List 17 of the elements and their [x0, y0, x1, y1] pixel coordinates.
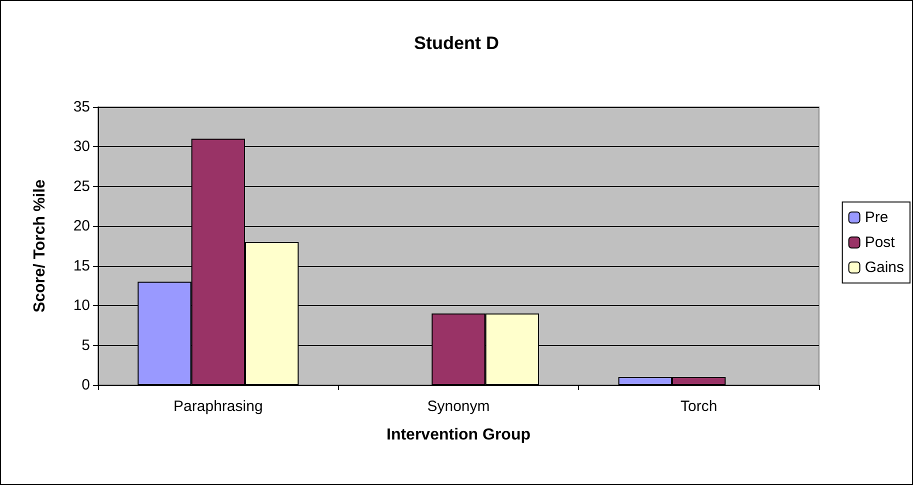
y-tick-label: 35: [73, 98, 90, 116]
legend-label: Gains: [864, 259, 904, 276]
y-tick-label: 0: [82, 376, 90, 394]
y-axis-title: Score/ Torch %ile: [32, 179, 48, 313]
legend-label: Post: [864, 234, 896, 251]
y-tick-label: 5: [82, 336, 90, 354]
y-tick-label: 20: [73, 218, 90, 235]
x-tick-label: Synonym: [427, 398, 490, 415]
x-tick-label: Torch: [680, 398, 718, 415]
x-tick-label: Paraphrasing: [174, 398, 263, 415]
y-tick-label: 10: [73, 297, 90, 314]
chart-title: Student D: [414, 33, 499, 53]
x-axis-title: Intervention Group: [386, 426, 531, 444]
y-tick-label: 30: [73, 138, 90, 156]
legend-label: Pre: [864, 209, 888, 226]
y-tick-label: 25: [73, 178, 90, 195]
y-tick-label: 15: [73, 257, 90, 274]
